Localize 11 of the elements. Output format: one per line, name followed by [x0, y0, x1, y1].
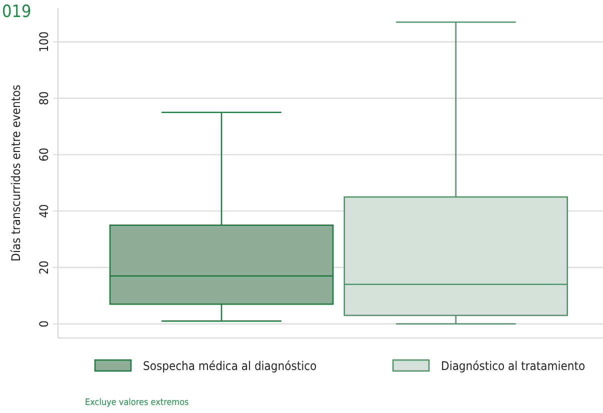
y-tick-label: 20	[37, 260, 51, 274]
y-tick-label: 0	[37, 320, 51, 328]
y-tick-label: 40	[37, 204, 51, 218]
legend-label: Diagnóstico al tratamiento	[441, 359, 586, 373]
legend-label: Sospecha médica al diagnóstico	[143, 359, 318, 373]
y-tick-label: 100	[37, 31, 51, 52]
y-tick-label: 60	[37, 148, 51, 162]
chart-title: 019	[2, 2, 32, 22]
text: Excluye valores extremos	[85, 398, 189, 408]
y-tick-label: 80	[37, 91, 51, 106]
y-axis-title: Días transcurridos entre eventos	[9, 84, 23, 262]
